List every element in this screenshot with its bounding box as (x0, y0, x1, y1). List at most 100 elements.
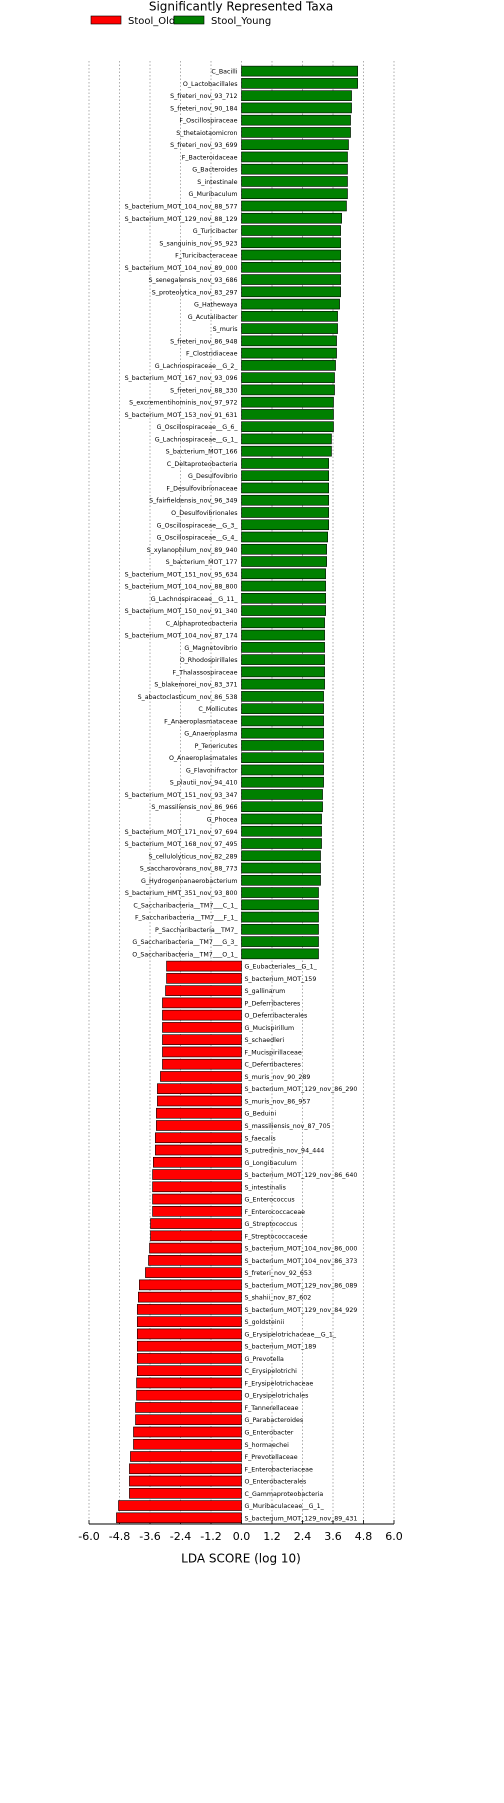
bar (241, 948, 319, 960)
bar (241, 801, 323, 813)
category-label: C_Erysipelotrichi (245, 1368, 298, 1375)
category-label: S_blakemorei_nov_83_371 (154, 682, 237, 689)
bar (136, 1377, 242, 1389)
bar (156, 1120, 242, 1131)
bar (155, 1132, 242, 1144)
category-label: S_bacterium_MOT_129_nov_86_089 (245, 1282, 358, 1289)
x-tick-label: 6.0 (385, 1530, 403, 1543)
bar (241, 813, 322, 825)
bar (162, 1009, 242, 1021)
bar (145, 1267, 242, 1278)
category-label: S_bacterium_MOT_189 (245, 1344, 317, 1351)
bar (241, 924, 319, 935)
bar (241, 531, 328, 543)
bar (149, 1242, 242, 1254)
legend-label: Stool_Young (211, 16, 271, 27)
category-label: S_bacterium_MOT_177 (166, 559, 238, 566)
category-label: S_freteri_nov_92_653 (245, 1270, 312, 1277)
bar (155, 1144, 242, 1156)
category-label: S_bacterium_HMT_351_nov_93_800 (125, 890, 238, 897)
bar (241, 654, 325, 665)
bar (139, 1279, 242, 1291)
bar (241, 862, 321, 874)
bar (241, 936, 319, 947)
category-label: S_bacterium_MOT_166 (166, 449, 238, 456)
category-label: G_Beduini (245, 1111, 277, 1118)
bar (160, 1071, 242, 1082)
category-label: S_muris_nov_86_957 (245, 1098, 311, 1105)
bar (241, 887, 319, 898)
category-label: F_Prevotellaceae (245, 1454, 298, 1461)
category-label: F_Streptococcaceae (245, 1233, 308, 1240)
category-label: S_fairfieldensis_nov_96_349 (149, 498, 237, 505)
bar (241, 286, 341, 298)
x-tick-label: -4.8 (109, 1530, 130, 1543)
category-label: G_Oscillospiraceae__G_4_ (157, 535, 239, 542)
bar (166, 973, 242, 984)
category-label: G_Oscillospiraceae__G_3_ (157, 522, 239, 529)
bar (241, 825, 322, 837)
category-label: S_putredinis_nov_94_444 (245, 1148, 325, 1155)
bar (241, 360, 336, 371)
category-label: P_Tenericutes (195, 743, 238, 750)
category-label: G_Saccharibacteria__TM7___G_3_ (132, 939, 238, 946)
category-label: G_Enterobacter (245, 1429, 294, 1436)
bar (241, 617, 325, 629)
bar (241, 261, 341, 273)
bar (241, 899, 319, 911)
category-label: S_bacterium_MOT_104_nov_88_800 (125, 584, 238, 591)
category-label: S_goldsteinii (245, 1319, 285, 1326)
bar (241, 838, 322, 849)
x-tick-label: 4.8 (355, 1530, 373, 1543)
x-tick-label: 2.4 (294, 1530, 312, 1543)
category-label: G_Turicibacter (193, 228, 238, 235)
category-label: F_Anaeroplasmataceae (164, 718, 238, 725)
x-tick-label: 0.0 (233, 1530, 251, 1543)
category-label: S_freteri_nov_90_184 (170, 105, 237, 112)
bar (241, 249, 341, 261)
bar (241, 752, 324, 763)
category-label: S_thetaiotaomicron (176, 130, 237, 137)
category-label: G_Parabacteroides (245, 1417, 304, 1424)
bar (241, 65, 358, 77)
category-label: F_Thalassospiraceae (172, 669, 237, 676)
category-label: S_massiliensis_nov_87_705 (245, 1123, 331, 1130)
bar (133, 1438, 242, 1450)
category-label: S_cellulolyticus_nov_82_289 (148, 853, 237, 860)
category-label: S_intestinalis (245, 1184, 286, 1191)
category-label: G_Acutalibacter (188, 314, 238, 321)
category-label: O_Anaeroplasmatales (169, 755, 238, 762)
category-label: S_bacterium_MOT_151_nov_95_634 (125, 571, 238, 578)
category-label: C_Deferribacteres (245, 1062, 301, 1069)
bar (150, 1230, 242, 1242)
category-label: G_Muribaculaceae__G_1_ (245, 1503, 325, 1510)
category-label: S_abactoclasticum_nov_86_538 (138, 694, 238, 701)
category-label: G_Streptococcus (245, 1221, 298, 1228)
x-tick-label: -3.6 (139, 1530, 160, 1543)
bar (241, 874, 321, 886)
x-tick-label: 3.6 (324, 1530, 342, 1543)
category-label: S_xylanophilum_nov_89_940 (147, 547, 238, 554)
bar (241, 715, 324, 727)
category-label: S_bacterium_MOT_129_nov_88_129 (125, 216, 238, 223)
category-label: P_Deferribacteres (245, 1000, 301, 1007)
bar (157, 1095, 242, 1107)
bar (135, 1414, 242, 1426)
category-label: C_Alphaproteobacteria (166, 620, 238, 627)
bar (241, 384, 335, 396)
category-label: S_bacterium_MOT_104_nov_87_174 (125, 633, 238, 640)
category-label: S_shahii_nov_87_602 (245, 1295, 312, 1302)
category-label: G_Anaeroplasma (184, 731, 237, 738)
category-label: O_Erysipelotrichales (245, 1393, 309, 1400)
bar (241, 458, 329, 469)
category-label: C_Saccharibacteria__TM7___C_1_ (133, 902, 238, 909)
bar (136, 1389, 242, 1401)
bar (241, 580, 326, 592)
bar (138, 1291, 242, 1303)
category-label: G_Hydrogenoanaerobacterium (141, 878, 238, 885)
bar (241, 789, 323, 800)
category-label: S_freteri_nov_86_948 (170, 338, 237, 345)
bar (165, 985, 242, 996)
bar (241, 629, 325, 641)
